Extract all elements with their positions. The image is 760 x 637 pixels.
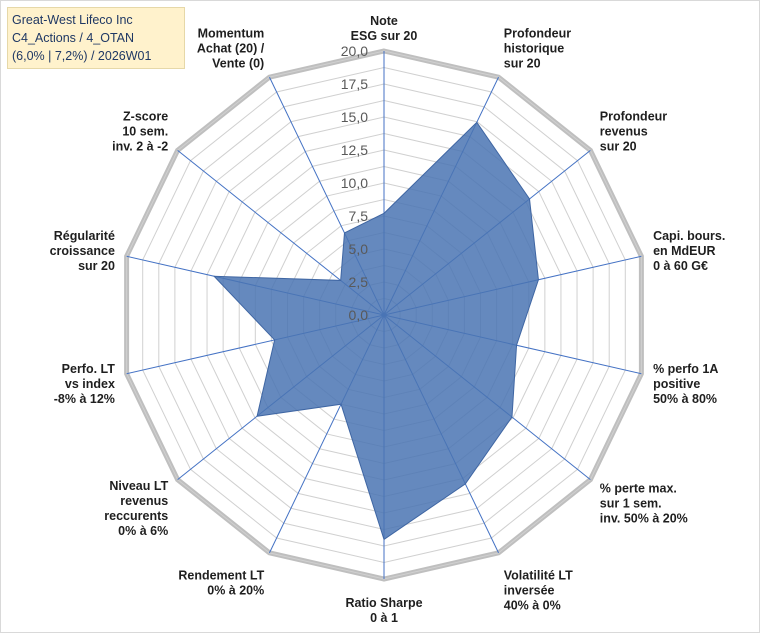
axis-label-line: revenus (120, 494, 168, 508)
axis-label-line: sur 20 (78, 259, 115, 273)
axis-label-line: sur 1 sem. (600, 497, 662, 511)
axis-label-line: Perfo. LT (62, 362, 116, 376)
tick-label: 15,0 (341, 109, 368, 125)
axis-label-line: Ratio Sharpe (345, 596, 422, 610)
axis-label-line: ESG sur 20 (351, 29, 418, 43)
axis-label-line: Note (370, 14, 398, 28)
axis-label-line: inversée (504, 584, 555, 598)
tick-label: 17,5 (341, 76, 368, 92)
axis-label-line: % perte max. (600, 482, 677, 496)
axis-label-line: 0% à 20% (207, 584, 264, 598)
axis-label: Profondeur historique sur 20 (504, 26, 571, 70)
axis-label-line: inv. 2 à -2 (112, 139, 168, 153)
chart-title-box: Great-West Lifeco Inc C4_Actions / 4_OTA… (7, 7, 185, 69)
axis-label-line: inv. 50% à 20% (600, 512, 688, 526)
axis-label-line: historique (504, 41, 564, 55)
axis-label-line: 0 à 60 G€ (653, 259, 708, 273)
axis-label-line: Niveau LT (109, 479, 168, 493)
axis-label: Profondeur revenus sur 20 (600, 109, 667, 153)
axis-label: Rendement LT 0% à 20% (178, 569, 264, 598)
axis-label: % perte max. sur 1 sem. inv. 50% à 20% (600, 482, 688, 526)
axis-label-line: sur 20 (504, 56, 541, 70)
axis-label: Volatilité LT inversée 40% à 0% (504, 569, 573, 613)
axis-label-line: -8% à 12% (54, 392, 115, 406)
axis-label-line: 0% à 6% (118, 524, 168, 538)
axis-label: Note ESG sur 20 (351, 14, 418, 43)
tick-label: 2,5 (349, 274, 369, 290)
axis-label-line: Rendement LT (178, 569, 264, 583)
axis-label-line: % perfo 1A (653, 362, 718, 376)
tick-label: 20,0 (341, 43, 368, 59)
tick-label: 5,0 (349, 241, 369, 257)
axis-label: Capi. bours. en MdEUR 0 à 60 G€ (653, 229, 725, 273)
axis-label: Perfo. LT vs index -8% à 12% (54, 362, 116, 406)
axis-label: Z-score 10 sem. inv. 2 à -2 (112, 109, 168, 153)
axis-label-line: Vente (0) (212, 56, 264, 70)
tick-label: 12,5 (341, 142, 368, 158)
axis-label-line: Profondeur (600, 109, 667, 123)
axis-label-line: 0 à 1 (370, 611, 398, 625)
axis-label-line: vs index (65, 377, 115, 391)
axis-label-line: 50% à 80% (653, 392, 717, 406)
axis-label-line: sur 20 (600, 139, 637, 153)
axis-label-line: Volatilité LT (504, 569, 573, 583)
tick-label: 7,5 (349, 208, 369, 224)
axis-label-line: croissance (50, 244, 115, 258)
axis-label-line: 40% à 0% (504, 599, 561, 613)
axis-label-line: Z-score (123, 109, 168, 123)
axis-label: Momentum Achat (20) / Vente (0) (197, 26, 265, 70)
axis-label-line: reccurents (104, 509, 168, 523)
axis-label-line: 10 sem. (122, 124, 168, 138)
axis-label-line: positive (653, 377, 700, 391)
axis-label-line: Régularité (54, 229, 115, 243)
axis-label: % perfo 1A positive 50% à 80% (653, 362, 718, 406)
tick-label: 0,0 (349, 307, 369, 323)
data-area (212, 121, 539, 541)
chart-title-line: Great-West Lifeco Inc (12, 13, 133, 27)
chart-title-line: (6,0% | 7,2%) / 2026W01 (12, 49, 152, 63)
tick-label: 10,0 (341, 175, 368, 191)
chart-title-line: C4_Actions / 4_OTAN (12, 31, 135, 45)
axis-label: Régularité croissance sur 20 (50, 229, 115, 273)
axis-label-line: Capi. bours. (653, 229, 725, 243)
axis-label-line: Momentum (198, 26, 265, 40)
axis-label-line: revenus (600, 124, 648, 138)
axis-label: Ratio Sharpe 0 à 1 (345, 596, 422, 625)
axis-label-line: Profondeur (504, 26, 571, 40)
axis-label: Niveau LT revenus reccurents 0% à 6% (104, 479, 168, 538)
axis-label-line: en MdEUR (653, 244, 716, 258)
axis-label-line: Achat (20) / (197, 41, 265, 55)
